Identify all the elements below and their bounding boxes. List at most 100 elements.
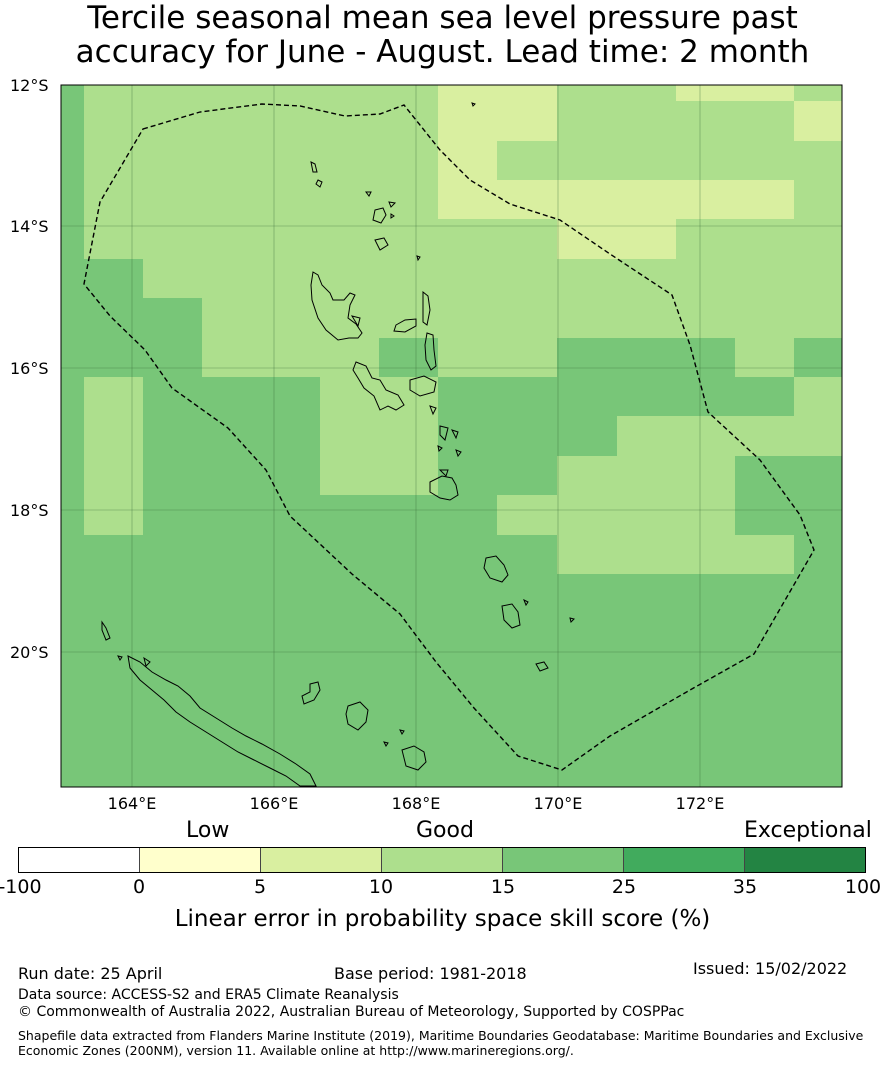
skill-cell xyxy=(261,692,321,732)
skill-cell xyxy=(438,692,498,732)
skill-cell xyxy=(735,180,795,220)
skill-cell xyxy=(557,180,618,220)
skill-cell xyxy=(261,574,321,614)
skill-cell xyxy=(202,692,262,732)
skill-cell xyxy=(84,574,144,614)
skill-cell xyxy=(617,535,677,575)
skill-cell xyxy=(202,101,262,142)
skill-cell xyxy=(379,338,439,378)
island-belep xyxy=(101,620,111,641)
island xyxy=(143,656,151,667)
skill-cell xyxy=(438,377,498,417)
island-tongoa xyxy=(455,449,462,458)
skill-cell xyxy=(497,338,558,378)
lat-label-20s: 20°S xyxy=(10,643,49,662)
colorbar-segment xyxy=(382,848,503,872)
skill-cell xyxy=(261,613,321,654)
data-source: Data source: ACCESS-S2 and ERA5 Climate … xyxy=(18,987,399,1003)
skill-cell xyxy=(143,180,203,220)
base-period: Base period: 1981-2018 xyxy=(334,964,527,983)
skill-cell xyxy=(84,731,144,788)
skill-cell xyxy=(438,219,498,260)
skill-cell xyxy=(61,259,85,299)
skill-cell xyxy=(794,338,843,378)
colorbar-segment xyxy=(745,848,865,872)
island-ambrym xyxy=(409,375,437,397)
skill-cell xyxy=(261,653,321,693)
skill-cell xyxy=(143,456,203,496)
skill-cell xyxy=(438,141,498,181)
skill-cell xyxy=(143,692,203,732)
skill-cell xyxy=(794,180,843,220)
skill-map xyxy=(60,84,843,788)
skill-cell xyxy=(61,653,85,693)
skill-cell xyxy=(617,653,677,693)
skill-cell xyxy=(617,692,677,732)
skill-cell xyxy=(61,731,85,788)
skill-cell xyxy=(379,653,439,693)
island xyxy=(438,469,449,477)
colorbar-tick: 0 xyxy=(132,876,146,898)
colorbar-segment xyxy=(503,848,624,872)
skill-cell xyxy=(61,456,85,496)
skill-cell xyxy=(84,338,144,378)
skill-cell xyxy=(735,101,795,142)
skill-cell xyxy=(557,85,618,102)
skill-cell xyxy=(202,259,262,299)
skill-cell xyxy=(379,141,439,181)
skill-cell xyxy=(379,416,439,457)
skill-cell xyxy=(438,298,498,339)
skill-cell xyxy=(676,574,736,614)
skill-cell xyxy=(143,338,203,378)
skill-cell xyxy=(320,416,380,457)
skill-cell xyxy=(794,653,843,693)
skill-cell xyxy=(202,574,262,614)
skill-cell xyxy=(202,180,262,220)
skill-cell xyxy=(676,219,736,260)
skill-cell xyxy=(202,535,262,575)
skill-cell xyxy=(202,416,262,457)
skill-cell xyxy=(61,141,85,181)
skill-cell xyxy=(676,731,736,788)
island-ouvea xyxy=(301,681,321,705)
skill-cell xyxy=(143,535,203,575)
island-espiritu-santo xyxy=(310,271,363,341)
skill-cell xyxy=(617,338,677,378)
skill-cell xyxy=(143,85,203,102)
island xyxy=(315,179,323,188)
skill-cell xyxy=(676,377,736,417)
skill-cell xyxy=(497,535,558,575)
skill-cell xyxy=(735,416,795,457)
skill-cell xyxy=(202,298,262,339)
shapefile-credit: Shapefile data extracted from Flanders M… xyxy=(18,1028,864,1058)
island xyxy=(383,741,389,747)
skill-cell xyxy=(557,298,618,339)
skill-cell xyxy=(143,731,203,788)
skill-cell xyxy=(379,613,439,654)
colorbar-segment xyxy=(140,848,261,872)
skill-cell xyxy=(735,259,795,299)
skill-cell xyxy=(379,731,439,788)
colorbar-tick: 35 xyxy=(732,876,758,898)
island xyxy=(416,255,421,262)
island-paama xyxy=(429,405,437,416)
skill-cell xyxy=(320,101,380,142)
island-maewo xyxy=(422,290,431,326)
skill-cell xyxy=(320,141,380,181)
skill-cell xyxy=(84,535,144,575)
skill-cell xyxy=(735,85,795,102)
lat-label-12s: 12°S xyxy=(10,76,49,95)
skill-cell xyxy=(794,456,843,496)
skill-cell xyxy=(438,495,498,536)
skill-cell xyxy=(261,85,321,102)
skill-cell xyxy=(497,101,558,142)
skill-cell xyxy=(320,653,380,693)
skill-cell xyxy=(676,101,736,142)
island-lifou xyxy=(345,701,369,731)
skill-cell xyxy=(676,180,736,220)
skill-cell xyxy=(617,219,677,260)
skill-cell xyxy=(497,219,558,260)
skill-cell xyxy=(261,731,321,788)
skill-cell xyxy=(794,377,843,417)
skill-cell xyxy=(438,416,498,457)
